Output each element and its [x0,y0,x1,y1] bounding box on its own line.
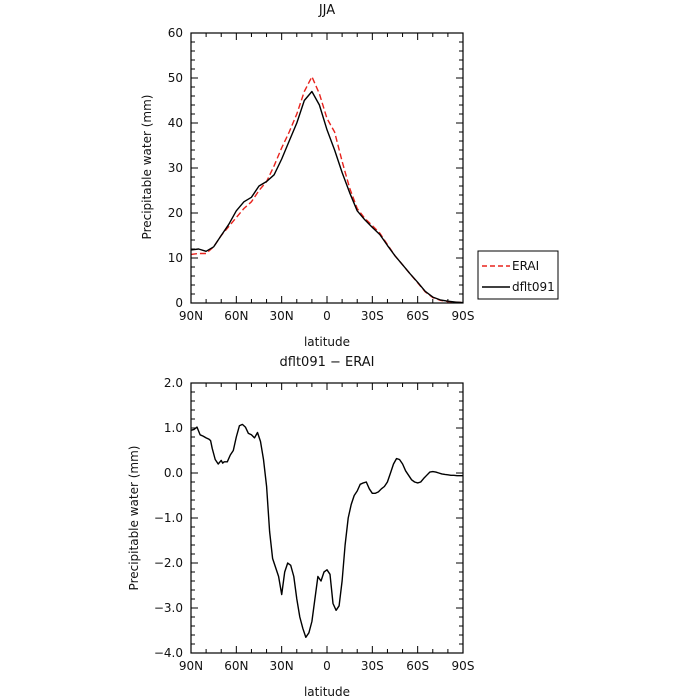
legend-box [477,250,559,300]
bottom-y-tick-label: 2.0 [164,376,183,390]
top-y-tick-label: 20 [168,206,183,220]
top-x-tick-label: 60N [224,309,248,323]
bottom-x-tick-label: 30S [361,659,384,673]
bottom-y-tick-label: −3.0 [154,601,183,615]
top-series [190,75,464,304]
bottom-x-tick-label: 30N [270,659,294,673]
bottom-ticks: 90N 60N 30N 0 30S 60S 90S −4.0 −3.0 −2.0 −1.0 0.0 1.… [154,376,475,673]
bottom-chart-title: dflt091 − ERAI [280,355,375,370]
bottom-y-axis-label: Precipitable water (mm) [127,446,141,591]
legend: ERAI dflt091 [477,250,559,300]
top-series-dflt091-line [190,90,464,304]
top-ticks: 90N 60N 30N 0 30S 60S 90S 0 10 20 30 40 50 60 [168,26,475,323]
bottom-x-axis-label: latitude [304,685,350,699]
top-series-erai-line [190,75,464,304]
bottom-x-tick-label: 60N [224,659,248,673]
top-plot-frame [190,32,464,304]
bottom-y-tick-label: 0.0 [164,466,183,480]
bottom-series-line-0-line [190,423,463,638]
top-y-tick-label: 30 [168,161,183,175]
top-y-tick-label: 0 [175,296,183,310]
bottom-x-tick-label: 90N [179,659,203,673]
bottom-x-tick-label: 60S [406,659,429,673]
top-y-tick-label: 10 [168,251,183,265]
top-y-tick-label: 50 [168,71,183,85]
bottom-y-tick-label: −1.0 [154,511,183,525]
legend-dflt091-label: dflt091 [512,280,555,294]
top-x-tick-label: 0 [323,309,331,323]
top-y-tick-label: 60 [168,26,183,40]
top-x-tick-label: 90N [179,309,203,323]
bottom-plot-frame [190,382,464,654]
bottom-y-tick-label: −2.0 [154,556,183,570]
bottom-panel: dflt091 − ERAI Precipitable water (mm) l… [127,355,474,699]
legend-erai-label: ERAI [512,259,539,273]
top-x-tick-label: 60S [406,309,429,323]
top-y-axis-label: Precipitable water (mm) [140,95,154,240]
top-x-tick-label: 30S [361,309,384,323]
bottom-x-tick-label: 0 [323,659,331,673]
top-panel: JJA Precipitable water (mm) latitude 90N… [140,3,559,349]
top-x-tick-label: 30N [270,309,294,323]
top-x-tick-label: 90S [452,309,475,323]
top-x-axis-label: latitude [304,335,350,349]
bottom-x-tick-label: 90S [452,659,475,673]
bottom-y-tick-label: −4.0 [154,646,183,660]
bottom-series [190,423,463,638]
bottom-y-tick-label: 1.0 [164,421,183,435]
top-y-tick-label: 40 [168,116,183,130]
top-chart-title: JJA [318,3,335,18]
